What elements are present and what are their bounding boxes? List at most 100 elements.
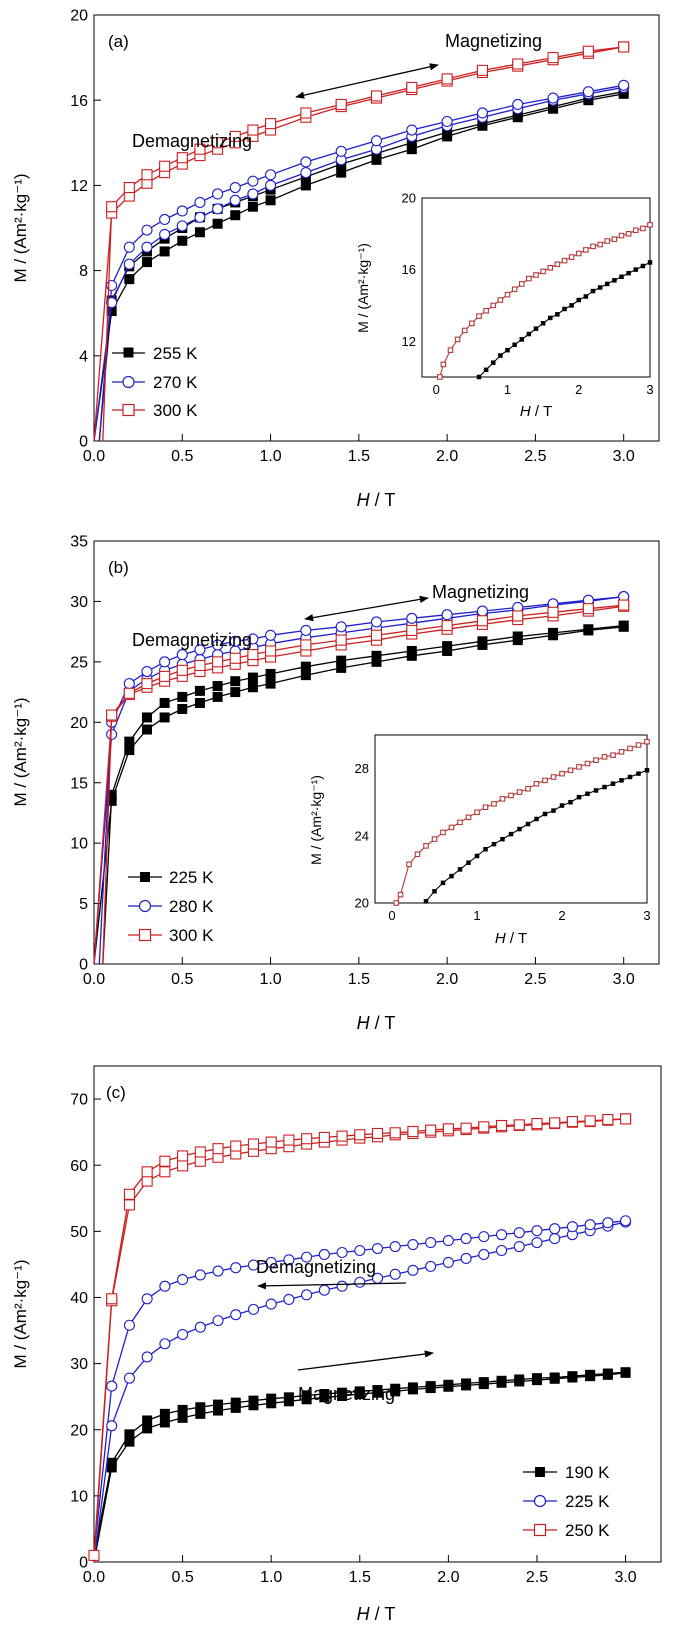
panel-a-ylabel-text: M / (Am²·kg⁻¹) — [11, 173, 30, 282]
data-point — [212, 1265, 224, 1277]
data-point — [159, 656, 171, 668]
data-point — [620, 1113, 632, 1125]
data-point — [248, 1395, 259, 1406]
data-point — [478, 1121, 490, 1133]
data-point — [414, 851, 421, 858]
y-tick-label: 16 — [402, 262, 416, 277]
x-tick-label: 3.0 — [613, 971, 635, 988]
data-point — [559, 770, 565, 777]
series-250k — [88, 1113, 632, 1563]
data-point — [300, 180, 311, 191]
data-point — [441, 115, 453, 128]
data-point — [461, 327, 468, 334]
data-point — [514, 1374, 525, 1385]
data-point — [584, 760, 591, 767]
x-tick-label: 3 — [646, 382, 653, 397]
data-point — [159, 160, 171, 172]
data-point — [627, 774, 633, 780]
data-point — [123, 687, 135, 699]
data-point — [431, 836, 438, 842]
data-point — [554, 261, 561, 268]
data-point — [618, 748, 625, 755]
x-tick-label: 2.0 — [436, 448, 458, 465]
y-tick-label: 8 — [79, 263, 88, 280]
panel-a-plot-frame — [93, 14, 660, 442]
legend-label: 255 K — [153, 344, 198, 363]
legend-item-190k: 190 K — [523, 1463, 610, 1482]
y-tick-label: 20 — [70, 715, 88, 732]
legend-label: 225 K — [169, 868, 214, 887]
y-tick-label: 60 — [70, 1158, 88, 1175]
panel-b-double-arrow — [304, 595, 429, 622]
series-line — [93, 1118, 626, 1563]
data-point — [370, 90, 383, 102]
data-point — [627, 745, 633, 752]
legend-marker — [533, 1494, 547, 1508]
data-point — [626, 270, 631, 276]
data-point — [354, 1129, 366, 1141]
data-point — [335, 98, 347, 111]
data-point — [585, 791, 590, 797]
data-point — [124, 745, 135, 756]
data-point — [531, 1237, 543, 1249]
data-point — [177, 703, 188, 714]
data-point — [610, 752, 616, 758]
data-point — [159, 697, 170, 708]
data-point — [533, 272, 539, 278]
data-point — [336, 655, 347, 666]
panel-a-demagnetizing-label: Demagnetizing — [132, 131, 252, 151]
data-point — [229, 635, 241, 647]
data-point — [597, 241, 603, 248]
data-point — [625, 231, 632, 237]
data-point — [318, 1248, 330, 1261]
data-point — [194, 196, 206, 208]
x-tick-label: 2.0 — [436, 971, 458, 988]
data-point — [526, 331, 532, 337]
data-point — [575, 250, 582, 257]
data-point — [370, 135, 383, 147]
legend-item-280k: 280 K — [128, 897, 214, 916]
data-point — [442, 1256, 454, 1268]
data-point — [512, 58, 524, 70]
data-point — [212, 639, 224, 651]
data-point — [389, 1127, 401, 1139]
legend-item-255k: 255 K — [112, 344, 198, 363]
x-tick-label: 2.5 — [524, 971, 546, 988]
data-point — [449, 873, 454, 879]
y-tick-label: 50 — [70, 1224, 88, 1241]
data-point — [176, 664, 188, 676]
data-point — [568, 799, 573, 805]
y-tick-label: 30 — [70, 594, 88, 611]
data-point — [124, 736, 135, 747]
data-point — [194, 1269, 206, 1281]
data-point — [194, 697, 205, 708]
data-point — [531, 1117, 543, 1130]
data-point — [354, 1386, 365, 1397]
inset-b-xlabel-unit: / T — [506, 930, 527, 947]
data-point — [547, 92, 559, 104]
data-point — [212, 203, 224, 215]
data-point — [318, 1131, 330, 1143]
data-point — [531, 1373, 542, 1384]
data-point — [513, 1227, 525, 1239]
panel-c-xlabel-unit: / T — [370, 1604, 396, 1624]
data-point — [478, 1248, 490, 1261]
data-point — [504, 291, 511, 298]
data-point — [441, 73, 453, 85]
data-point — [447, 347, 454, 353]
data-point — [141, 678, 153, 690]
data-point — [437, 374, 443, 380]
panel-c-magnetizing-arrow — [297, 1350, 434, 1371]
data-point — [644, 768, 650, 773]
x-tick-label: 1.5 — [349, 1569, 371, 1586]
data-point — [265, 118, 277, 130]
data-point — [230, 676, 241, 687]
data-point — [336, 662, 347, 673]
data-point — [549, 1372, 560, 1383]
panel-c-series — [88, 1113, 632, 1563]
legend-item-250k: 250 K — [523, 1521, 610, 1540]
data-point — [124, 1429, 135, 1440]
data-point — [212, 218, 223, 229]
data-point — [547, 265, 554, 271]
